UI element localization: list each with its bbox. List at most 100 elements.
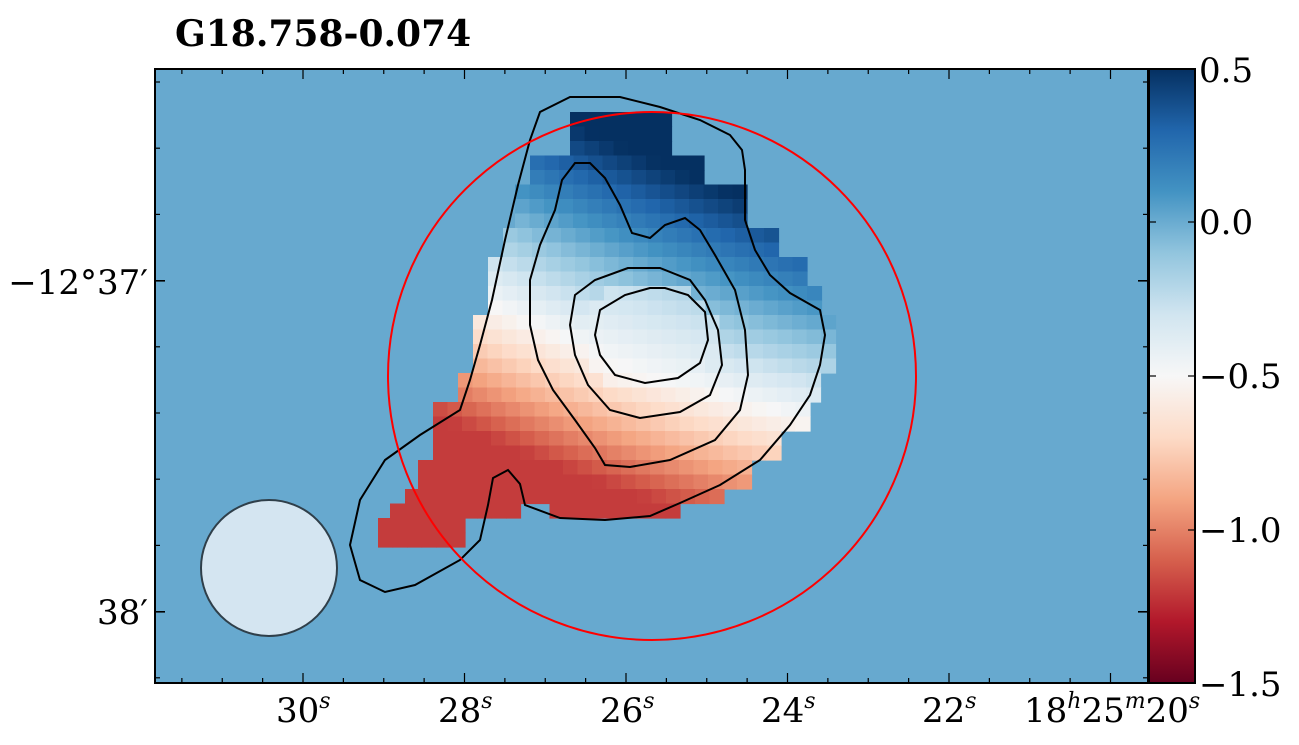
velocity-pixel bbox=[588, 155, 604, 171]
velocity-pixel bbox=[748, 387, 764, 403]
velocity-pixel bbox=[561, 242, 577, 258]
velocity-pixel bbox=[613, 141, 629, 157]
velocity-pixel bbox=[492, 489, 508, 505]
velocity-pixel bbox=[450, 518, 466, 534]
colorbar-tick-label: −1.5 bbox=[1199, 665, 1282, 705]
velocity-pixel bbox=[660, 155, 676, 171]
velocity-pixel bbox=[694, 402, 710, 418]
velocity-pixel bbox=[795, 402, 811, 418]
velocity-pixel bbox=[732, 199, 748, 215]
velocity-pixel bbox=[708, 445, 724, 461]
velocity-pixel bbox=[588, 170, 604, 186]
velocity-pixel bbox=[806, 329, 822, 345]
velocity-pixel bbox=[703, 199, 719, 215]
colorbar: 0.5 0.0 −0.5 −1.0 −1.5 bbox=[1148, 51, 1282, 705]
velocity-pixel bbox=[777, 387, 793, 403]
velocity-pixel bbox=[434, 489, 450, 505]
velocity-pixel bbox=[603, 373, 619, 389]
velocity-pixel bbox=[662, 271, 678, 287]
velocity-pixel bbox=[473, 358, 489, 374]
velocity-pixel bbox=[599, 126, 615, 142]
velocity-pixel bbox=[694, 431, 710, 447]
velocity-pixel bbox=[704, 387, 720, 403]
velocity-pixel bbox=[748, 358, 764, 374]
velocity-pixel bbox=[806, 373, 822, 389]
velocity-map-pixels bbox=[378, 112, 837, 548]
x-tick-label: 24s bbox=[761, 689, 816, 731]
velocity-pixel bbox=[708, 416, 724, 432]
velocity-pixel bbox=[642, 126, 658, 142]
velocity-pixel bbox=[778, 286, 794, 302]
velocity-pixel bbox=[719, 358, 735, 374]
velocity-pixel bbox=[587, 199, 603, 215]
velocity-pixel bbox=[433, 445, 449, 461]
velocity-pixel bbox=[806, 315, 822, 331]
velocity-pixel bbox=[737, 445, 753, 461]
velocity-pixel bbox=[604, 242, 620, 258]
velocity-pixel bbox=[689, 155, 705, 171]
x-tick-label: 26s bbox=[600, 689, 655, 731]
velocity-pixel bbox=[719, 387, 735, 403]
velocity-pixel bbox=[748, 315, 764, 331]
velocity-pixel bbox=[648, 242, 664, 258]
velocity-pixel bbox=[608, 489, 624, 505]
velocity-pixel bbox=[560, 358, 576, 374]
velocity-pixel bbox=[502, 257, 518, 273]
velocity-pixel bbox=[573, 184, 589, 200]
velocity-pixel bbox=[734, 286, 750, 302]
contour-level-3 bbox=[568, 267, 724, 420]
velocity-pixel bbox=[546, 271, 562, 287]
velocity-pixel bbox=[749, 271, 765, 287]
velocity-pixel bbox=[622, 489, 638, 505]
y-tick-label: −12°37′ bbox=[8, 263, 148, 303]
velocity-pixel bbox=[606, 474, 622, 490]
velocity-pixel bbox=[691, 242, 707, 258]
velocity-pixel bbox=[662, 257, 678, 273]
velocity-pixel bbox=[505, 402, 521, 418]
velocity-pixel bbox=[407, 532, 423, 548]
velocity-pixel bbox=[763, 358, 779, 374]
x-tick-label: 22s bbox=[922, 689, 977, 731]
velocity-pixel bbox=[792, 358, 808, 374]
velocity-pixel bbox=[545, 344, 561, 360]
contour-level-4 bbox=[593, 287, 710, 385]
velocity-pixel bbox=[534, 431, 550, 447]
velocity-pixel bbox=[563, 474, 579, 490]
velocity-pixel bbox=[642, 141, 658, 157]
velocity-pixel bbox=[487, 358, 503, 374]
velocity-pixel bbox=[584, 126, 600, 142]
velocity-pixel bbox=[529, 199, 545, 215]
velocity-pixel bbox=[748, 329, 764, 345]
velocity-pixel bbox=[618, 271, 634, 287]
velocity-pixel bbox=[535, 489, 551, 505]
velocity-pixel bbox=[549, 431, 565, 447]
velocity-pixel bbox=[706, 228, 722, 244]
velocity-pixel bbox=[766, 445, 782, 461]
velocity-pixel bbox=[664, 474, 680, 490]
velocity-pixel bbox=[589, 300, 605, 316]
velocity-pixel bbox=[573, 199, 589, 215]
velocity-pixel bbox=[628, 126, 644, 142]
velocity-pixel bbox=[705, 257, 721, 273]
velocity-pixel bbox=[690, 387, 706, 403]
velocity-pixel bbox=[432, 474, 448, 490]
velocity-pixel bbox=[390, 503, 406, 519]
velocity-pixel bbox=[763, 286, 779, 302]
velocity-pixel bbox=[573, 170, 589, 186]
velocity-pixel bbox=[476, 445, 492, 461]
velocity-pixel bbox=[563, 460, 579, 476]
velocity-pixel bbox=[628, 112, 644, 128]
velocity-pixel bbox=[737, 416, 753, 432]
velocity-pixel bbox=[487, 373, 503, 389]
velocity-pixel bbox=[650, 474, 666, 490]
velocity-pixel bbox=[560, 344, 576, 360]
velocity-pixel bbox=[530, 373, 546, 389]
x-axis-tick-labels: 30s 28s 26s 24s 22s 18h25m20s bbox=[276, 689, 1200, 731]
velocity-pixel bbox=[708, 460, 724, 476]
velocity-pixel bbox=[703, 213, 719, 229]
velocity-pixel bbox=[636, 402, 652, 418]
velocity-pixel bbox=[559, 170, 575, 186]
velocity-pixel bbox=[618, 358, 634, 374]
velocity-pixel bbox=[618, 300, 634, 316]
velocity-pixel bbox=[722, 474, 738, 490]
